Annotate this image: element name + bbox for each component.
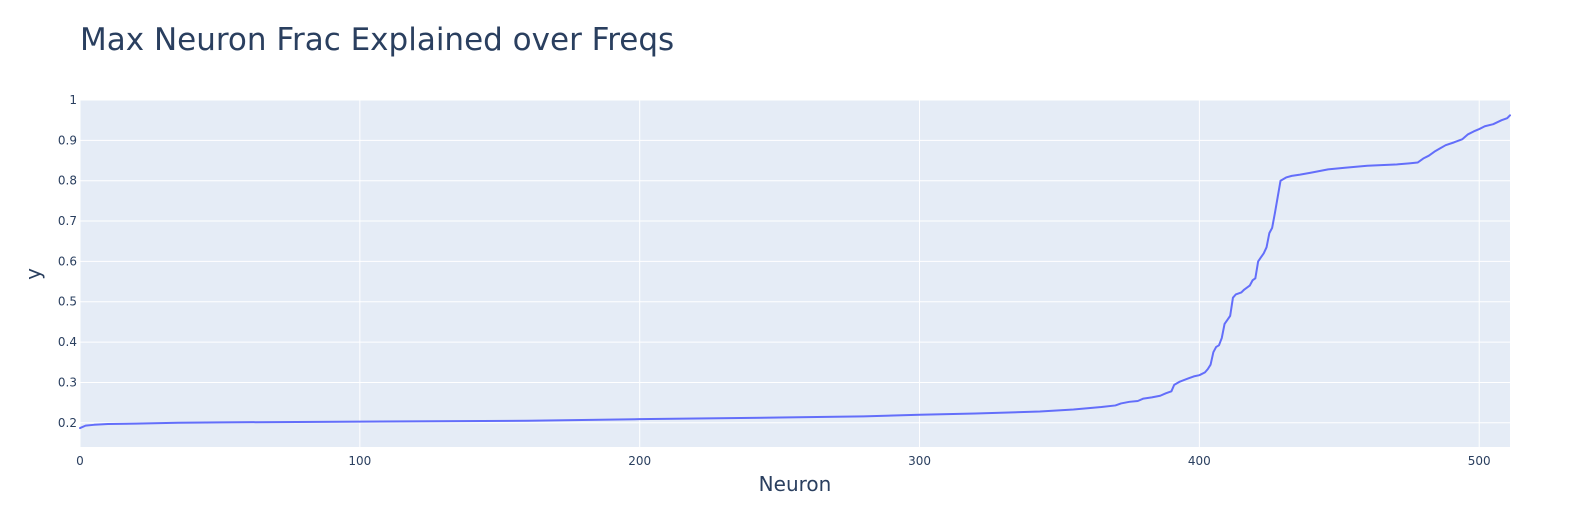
y-axis-title: y <box>21 268 45 280</box>
y-tick-label-0-9: 0.9 <box>58 133 77 147</box>
y-tick-label-1: 1 <box>69 93 77 107</box>
y-tick-label-0-5: 0.5 <box>58 295 77 309</box>
x-tick-label-300: 300 <box>908 454 931 468</box>
y-tick-label-0-3: 0.3 <box>58 375 77 389</box>
y-tick-label-0-7: 0.7 <box>58 214 77 228</box>
x-tick-label-200: 200 <box>628 454 651 468</box>
series-line-0[interactable] <box>79 114 1511 430</box>
plot-area[interactable] <box>80 100 1510 447</box>
x-axis-title: Neuron <box>759 472 832 496</box>
x-tick-label-0: 0 <box>76 454 84 468</box>
y-axis-ticks: 0.2 0.3 0.4 0.5 0.6 0.7 0.8 0.9 1 <box>58 93 77 430</box>
y-tick-label-0-2: 0.2 <box>58 416 77 430</box>
chart-title: Max Neuron Frac Explained over Freqs <box>80 22 674 58</box>
x-tick-label-400: 400 <box>1188 454 1211 468</box>
y-tick-label-0-8: 0.8 <box>58 174 77 188</box>
series-layer <box>79 114 1511 430</box>
x-tick-label-500: 500 <box>1468 454 1491 468</box>
y-tick-label-0-4: 0.4 <box>58 335 77 349</box>
x-tick-label-100: 100 <box>348 454 371 468</box>
x-axis-ticks: 0 100 200 300 400 500 <box>76 454 1490 468</box>
grid-layer <box>79 99 1510 447</box>
y-tick-label-0-6: 0.6 <box>58 254 77 268</box>
